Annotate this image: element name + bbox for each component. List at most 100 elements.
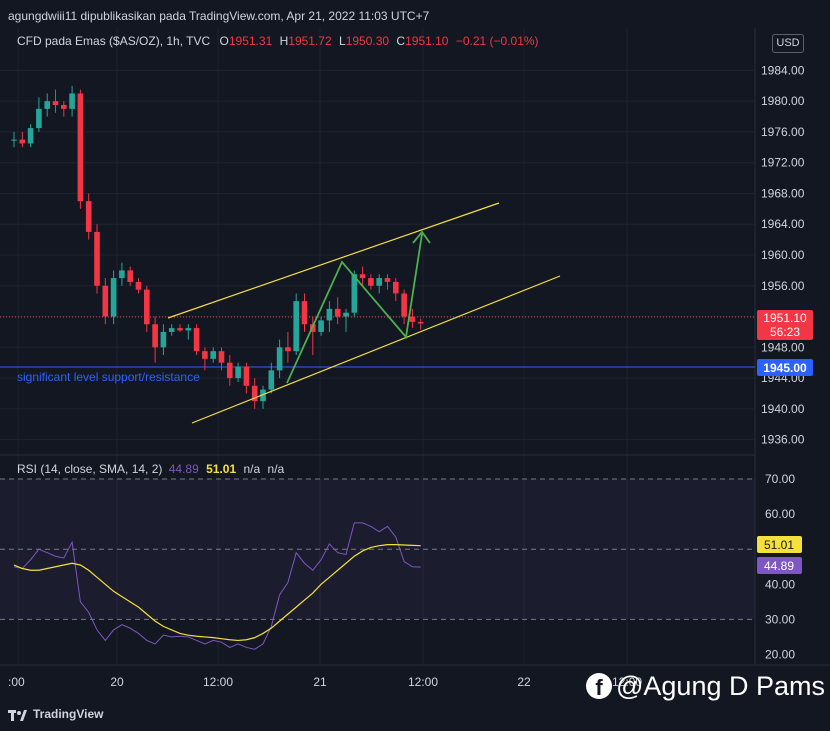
open-value: 1951.31 <box>228 34 273 48</box>
rsi-tick-label: 70.00 <box>765 472 795 486</box>
candle <box>243 362 250 394</box>
candle <box>193 324 200 355</box>
rsi-tick-label: 60.00 <box>765 507 795 521</box>
candle <box>168 324 175 336</box>
candle <box>251 378 258 409</box>
open-label: O <box>219 34 229 48</box>
bar-countdown: 56:23 <box>770 325 800 339</box>
candle <box>368 274 374 290</box>
close-label: C <box>396 34 406 48</box>
candle <box>202 347 208 371</box>
time-tick-label: 12:00 <box>203 675 233 689</box>
candle <box>285 331 291 363</box>
low-value: 1950.30 <box>345 34 390 48</box>
pane-frame <box>0 28 830 666</box>
channel-upper-line[interactable] <box>167 202 500 319</box>
currency-button[interactable]: USD <box>772 34 804 53</box>
price-axis[interactable]: 1936.001940.001944.001948.001952.001956.… <box>761 63 805 446</box>
rsi-tick-label: 30.00 <box>765 612 795 626</box>
rsi-ma-line <box>13 544 421 642</box>
candle <box>409 308 416 329</box>
candle <box>177 324 183 332</box>
rsi-ma-tag-value: 51.01 <box>764 538 794 552</box>
rsi-ma-tag: 51.01 <box>757 536 802 553</box>
change-value: −0.21 (−0.01%) <box>455 34 539 48</box>
close-value: 1951.10 <box>405 34 449 48</box>
candlestick-series <box>11 85 424 409</box>
candle <box>44 93 50 117</box>
candle <box>160 324 167 355</box>
projection-arrowhead <box>412 230 431 244</box>
rsi-legend[interactable]: RSI (14, close, SMA, 14, 2) 44.89 51.01 … <box>17 461 284 477</box>
price-tick-label: 1980.00 <box>761 94 805 108</box>
facebook-icon: f <box>586 673 612 699</box>
candle <box>268 362 275 394</box>
candle <box>359 266 366 286</box>
candle <box>343 308 349 332</box>
price-tick-label: 1972.00 <box>761 156 805 170</box>
channel-lower-line[interactable] <box>191 275 561 424</box>
publish-credit: agungdwiii11 dipublikasikan pada Trading… <box>8 9 430 23</box>
candle <box>210 347 216 363</box>
candle <box>318 316 324 336</box>
candle <box>235 362 241 382</box>
rsi-tag: 44.89 <box>757 557 802 574</box>
candle <box>384 274 391 290</box>
symbol-title: CFD pada Emas ($AS/OZ), 1h, TVC <box>17 34 211 48</box>
time-axis[interactable]: :00 20 12:00 21 12:00 22 12:00 <box>8 675 642 689</box>
watermark-text: @Agung D Pams <box>616 671 825 701</box>
time-tick-label: 12:00 <box>612 675 642 689</box>
candle <box>94 224 100 294</box>
tradingview-brand: TradingView <box>33 707 104 721</box>
candle <box>119 262 125 286</box>
projection-path[interactable] <box>286 233 423 384</box>
candle <box>144 285 150 332</box>
support-level-tag: 1945.00 <box>757 359 813 376</box>
candle <box>276 339 283 379</box>
rsi-tick-label: 20.00 <box>765 647 795 661</box>
price-tick-label: 1976.00 <box>761 125 805 139</box>
price-tick-label: 1984.00 <box>761 63 805 77</box>
time-tick-label: 20 <box>110 675 124 689</box>
rsi-series <box>13 522 421 650</box>
candle <box>27 124 34 148</box>
candle <box>69 85 75 117</box>
support-level-value: 1945.00 <box>763 361 807 375</box>
candle <box>260 385 266 409</box>
candle <box>326 301 333 332</box>
price-tick-label: 1964.00 <box>761 217 805 231</box>
candle <box>185 324 192 340</box>
tradingview-logo[interactable]: TradingView <box>8 704 103 724</box>
candle <box>85 193 92 240</box>
candle <box>127 266 133 286</box>
candle <box>19 131 26 148</box>
last-price-tag: 1951.10 56:23 <box>757 310 813 340</box>
rsi-legend-ma-value: 51.01 <box>206 462 237 476</box>
rsi-legend-value: 44.89 <box>168 462 199 476</box>
candle <box>293 293 299 355</box>
candle <box>36 97 42 132</box>
price-tick-label: 1948.00 <box>761 340 805 354</box>
candle <box>417 318 424 330</box>
time-tick-label: 22 <box>517 675 531 689</box>
candle <box>227 355 233 386</box>
low-label: L <box>339 34 346 48</box>
candle <box>110 270 117 325</box>
candle <box>77 89 84 209</box>
candle <box>401 289 407 325</box>
symbol-legend[interactable]: CFD pada Emas ($AS/OZ), 1h, TVC O1951.31… <box>17 33 543 49</box>
candle <box>52 89 59 113</box>
candle <box>218 347 225 371</box>
time-tick-label: 21 <box>313 675 327 689</box>
candle <box>11 131 17 148</box>
candle <box>351 270 358 317</box>
rsi-line <box>13 522 421 650</box>
rsi-legend-na-1: n/a <box>243 462 261 476</box>
candle <box>152 316 158 363</box>
price-tick-label: 1968.00 <box>761 186 805 200</box>
price-tick-label: 1960.00 <box>761 248 805 262</box>
support-annotation[interactable]: significant level support/resistance <box>17 370 200 384</box>
high-value: 1951.72 <box>288 34 332 48</box>
time-tick-label: 12:00 <box>408 675 438 689</box>
